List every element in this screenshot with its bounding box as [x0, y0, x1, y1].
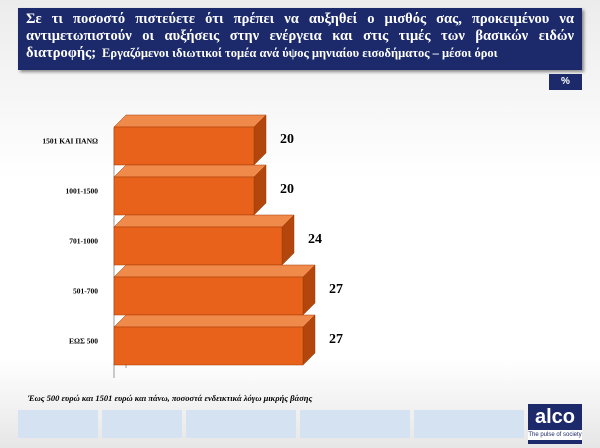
- footer-strip: [300, 410, 410, 438]
- header: Σε τι ποσοστό πιστεύετε ότι πρέπει να αυ…: [18, 8, 582, 70]
- footer-strip: [18, 410, 98, 438]
- title: Σε τι ποσοστό πιστεύετε ότι πρέπει να αυ…: [26, 11, 574, 61]
- footer-strip: [414, 410, 524, 438]
- bar-top: [113, 214, 295, 228]
- bar: [113, 126, 255, 166]
- bar: [113, 176, 255, 216]
- bar: [113, 276, 304, 316]
- value-label: 27: [329, 332, 343, 347]
- footer-strip: [102, 410, 182, 438]
- value-label: 24: [308, 232, 322, 247]
- logo: alco The pulse of society: [528, 404, 582, 444]
- bar-top: [113, 164, 267, 178]
- value-label: 20: [280, 132, 294, 147]
- bar-top: [113, 114, 267, 128]
- category-label: 701-1000: [69, 237, 98, 246]
- value-label: 27: [329, 282, 343, 297]
- bar: [113, 226, 283, 266]
- category-label: 1001-1500: [66, 187, 99, 196]
- logo-tagline: The pulse of society: [528, 430, 582, 440]
- logo-name: alco: [534, 406, 576, 428]
- subtitle: Εργαζόμενοι ιδιωτικοί τομέα ανά ύψος μην…: [102, 46, 498, 60]
- unit-badge: %: [549, 74, 582, 90]
- category-label: 1501 ΚΑΙ ΠΑΝΩ: [42, 137, 98, 146]
- bar: [113, 326, 304, 366]
- bar-top: [113, 264, 316, 278]
- category-label: ΕΩΣ 500: [69, 337, 98, 346]
- value-label: 20: [280, 182, 294, 197]
- footer-strip: [186, 410, 296, 438]
- footnote: Έως 500 ευρώ και 1501 ευρώ και πάνω, ποσ…: [28, 393, 313, 403]
- category-label: 501-700: [73, 287, 98, 296]
- bar-top: [113, 314, 316, 328]
